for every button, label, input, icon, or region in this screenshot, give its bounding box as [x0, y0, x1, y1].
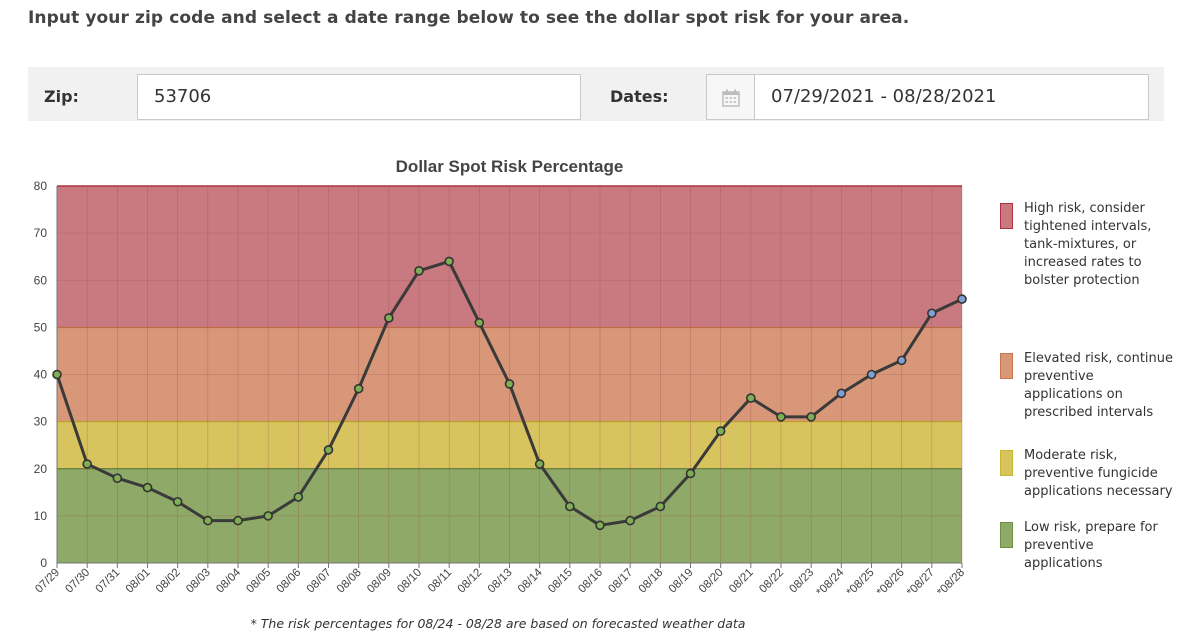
x-tick-label: 08/19 [667, 567, 696, 596]
data-point [715, 426, 726, 436]
legend-swatch [1000, 353, 1013, 379]
data-point [384, 313, 394, 323]
x-tick-label: 08/09 [365, 567, 394, 596]
x-tick-label: 08/05 [244, 567, 273, 596]
date-range-input[interactable]: 07/29/2021 - 08/28/2021 [754, 74, 1149, 120]
legend-swatch [1000, 450, 1013, 476]
x-tick-label: 08/08 [335, 567, 364, 596]
zip-label: Zip: [44, 87, 79, 106]
x-tick-label: 08/03 [184, 567, 213, 596]
x-tick-label: 08/01 [124, 567, 153, 596]
y-tick-label: 80 [34, 179, 48, 193]
x-tick-label: *08/25 [845, 567, 877, 599]
risk-band-2 [57, 421, 962, 469]
zip-input-value: 53706 [154, 86, 212, 107]
data-point [203, 515, 213, 526]
y-tick-label: 60 [34, 273, 48, 287]
x-tick-label: 08/06 [275, 567, 304, 596]
legend-swatch [1000, 203, 1013, 229]
data-point [534, 459, 545, 469]
data-point [655, 501, 666, 512]
data-point [685, 468, 696, 479]
data-point [293, 492, 304, 502]
x-tick-label: 08/22 [757, 567, 786, 596]
x-tick-label: *08/26 [875, 567, 907, 599]
legend-label: Low risk, prepare for preventive applica… [1024, 520, 1158, 571]
x-tick-label: 08/13 [486, 567, 515, 596]
chart-title: Dollar Spot Risk Percentage [396, 157, 624, 176]
y-tick-label: 70 [34, 226, 48, 240]
intro-text: Input your zip code and select a date ra… [28, 8, 910, 28]
y-tick-label: 10 [34, 509, 48, 523]
filter-form: Zip: 53706 Dates: 07/29/2021 - 08/28/202… [28, 67, 1164, 121]
y-tick-label: 30 [34, 415, 48, 429]
risk-band-0 [57, 186, 962, 328]
legend-swatch [1000, 522, 1013, 548]
data-point [172, 496, 183, 507]
data-point [142, 482, 153, 493]
x-tick-label: 08/20 [697, 567, 726, 596]
x-tick-label: 08/10 [395, 567, 424, 596]
data-point [414, 266, 424, 276]
x-tick-label: 08/12 [456, 567, 485, 596]
data-point [82, 459, 92, 469]
data-point [625, 515, 635, 526]
zip-input[interactable]: 53706 [137, 74, 581, 120]
forecast-footnote: * The risk percentages for 08/24 - 08/28… [250, 616, 746, 631]
data-point [353, 383, 364, 394]
dates-label: Dates: [610, 87, 669, 106]
x-tick-label: 08/18 [637, 567, 666, 596]
x-tick-label: 08/02 [154, 567, 183, 596]
x-tick-label: *08/27 [905, 567, 937, 599]
x-tick-label: 08/16 [576, 567, 605, 596]
x-tick-label: 08/11 [426, 567, 454, 595]
data-point [444, 256, 454, 267]
data-point [233, 515, 243, 526]
data-point [836, 388, 847, 399]
data-point [474, 317, 485, 328]
calendar-button[interactable] [706, 74, 755, 120]
data-point [52, 369, 62, 380]
x-tick-label: 08/07 [305, 567, 334, 596]
data-point [896, 355, 907, 366]
y-tick-label: 20 [34, 462, 48, 476]
x-tick-label: 08/04 [214, 566, 243, 595]
data-point [866, 369, 877, 380]
legend-label: High risk, consider tightened intervals,… [1024, 201, 1152, 288]
y-tick-label: 0 [40, 556, 47, 570]
data-point [806, 412, 816, 422]
x-tick-label: 07/30 [63, 567, 92, 596]
data-point [927, 308, 937, 319]
data-point [565, 501, 575, 512]
x-tick-label: 07/29 [33, 567, 62, 596]
data-point [323, 445, 334, 455]
y-tick-label: 40 [34, 368, 48, 382]
data-point [595, 520, 605, 531]
risk-chart: Dollar Spot Risk Percentage 0 10 20 30 40 50 60… [0, 148, 1200, 640]
y-tick-label: 50 [34, 320, 48, 334]
x-tick-label: *08/28 [935, 567, 967, 599]
data-point [776, 412, 786, 422]
data-point [746, 393, 756, 403]
legend-label: Moderate risk, preventive fungicide appl… [1024, 448, 1173, 499]
x-tick-label: 08/14 [516, 566, 545, 595]
data-point [263, 511, 273, 521]
x-tick-label: 08/21 [727, 567, 756, 596]
risk-chart-svg: Dollar Spot Risk Percentage 0 10 20 30 40 50 60… [33, 157, 967, 599]
x-tick-label: 08/17 [606, 567, 635, 596]
x-tick-label: *08/24 [814, 566, 846, 598]
x-tick-label: 08/15 [546, 567, 575, 596]
date-range-value: 07/29/2021 - 08/28/2021 [771, 86, 997, 107]
x-tick-label: 07/31 [94, 567, 123, 596]
legend-label: Elevated risk, continue preventive appli… [1024, 351, 1174, 420]
data-point [112, 473, 123, 483]
risk-band-1 [57, 327, 962, 422]
calendar-icon [722, 89, 740, 107]
data-point [504, 379, 515, 389]
x-tick-label: 08/23 [787, 567, 816, 596]
data-point [957, 294, 967, 304]
